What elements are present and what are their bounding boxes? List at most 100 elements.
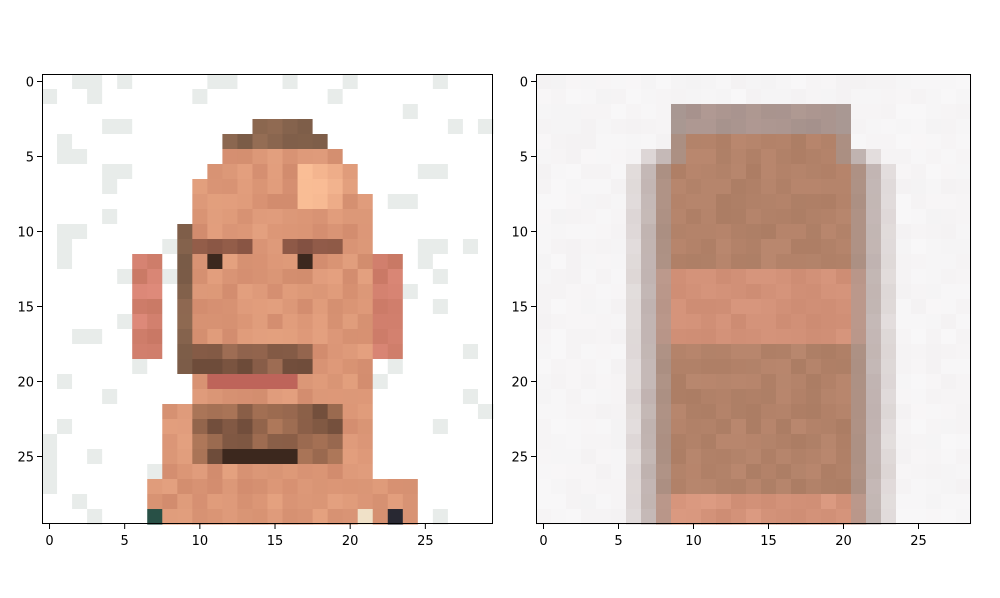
image-cell [192,119,208,135]
image-cell [252,479,269,495]
image-cell [671,509,687,525]
image-cell [402,194,419,210]
image-cell [656,509,672,525]
image-cell [581,119,597,135]
image-cell [686,149,702,165]
image-cell [372,479,389,495]
image-cell [671,404,687,420]
image-cell [671,374,687,390]
image-cell [716,194,732,210]
image-cell [342,449,359,465]
image-cell [237,224,254,240]
image-cell [417,209,434,225]
image-cell [87,329,103,345]
image-cell [641,269,657,285]
image-cell [267,179,284,195]
image-cell [686,209,702,225]
image-cell [237,164,254,180]
image-cell [447,404,464,420]
image-cell [297,509,314,525]
image-cell [312,194,329,210]
image-cell [357,209,374,225]
image-cell [701,329,717,345]
image-cell [72,374,88,390]
image-cell [447,104,464,120]
image-cell [716,134,732,150]
image-cell [282,359,299,375]
image-cell [791,224,807,240]
image-cell [551,179,567,195]
image-cell [327,404,344,420]
image-cell [102,314,118,330]
image-cell [387,284,404,300]
image-cell [102,404,118,420]
image-cell [387,374,404,390]
image-cell [851,209,867,225]
image-cell [177,119,193,135]
image-cell [42,329,58,345]
image-cell [926,329,942,345]
image-cell [896,134,912,150]
image-cell [162,374,178,390]
image-cell [956,389,972,405]
image-cell [57,389,73,405]
image-cell [222,224,239,240]
image-cell [626,479,642,495]
image-cell [357,479,374,495]
image-cell [312,389,329,405]
image-cell [911,254,927,270]
image-cell [761,479,777,495]
image-cell [72,149,88,165]
image-cell [536,119,552,135]
image-cell [671,89,687,105]
image-cell [926,134,942,150]
image-cell [87,404,103,420]
image-cell [267,509,284,525]
image-cell [701,344,717,360]
image-cell [207,374,223,390]
image-cell [42,314,58,330]
image-cell [941,314,957,330]
image-cell [596,119,612,135]
image-cell [177,404,193,420]
image-cell [821,449,837,465]
image-cell [102,104,118,120]
image-cell [357,509,374,525]
image-cell [387,149,404,165]
image-cell [671,254,687,270]
image-cell [656,254,672,270]
image-cell [821,464,837,480]
image-cell [402,434,419,450]
image-cell [821,254,837,270]
image-cell [806,509,822,525]
image-cell [536,149,552,165]
image-cell [656,464,672,480]
image-cell [117,104,133,120]
image-cell [147,89,163,105]
image-cell [327,104,344,120]
left-x-axis: 0 5 10 15 20 25 [45,524,434,549]
image-cell [866,149,882,165]
image-cell [956,284,972,300]
image-cell [267,239,284,255]
image-cell [671,359,687,375]
image-cell [207,179,223,195]
image-cell [746,329,762,345]
image-cell [417,419,434,435]
image-cell [87,179,103,195]
image-cell [596,179,612,195]
image-cell [177,254,193,270]
image-cell [626,104,642,120]
image-cell [177,479,193,495]
image-cell [417,449,434,465]
image-cell [252,494,269,510]
image-cell [102,374,118,390]
image-cell [162,344,178,360]
image-cell [956,134,972,150]
image-cell [866,389,882,405]
image-cell [551,389,567,405]
image-cell [656,269,672,285]
image-cell [836,134,852,150]
image-cell [432,134,449,150]
image-cell [821,284,837,300]
